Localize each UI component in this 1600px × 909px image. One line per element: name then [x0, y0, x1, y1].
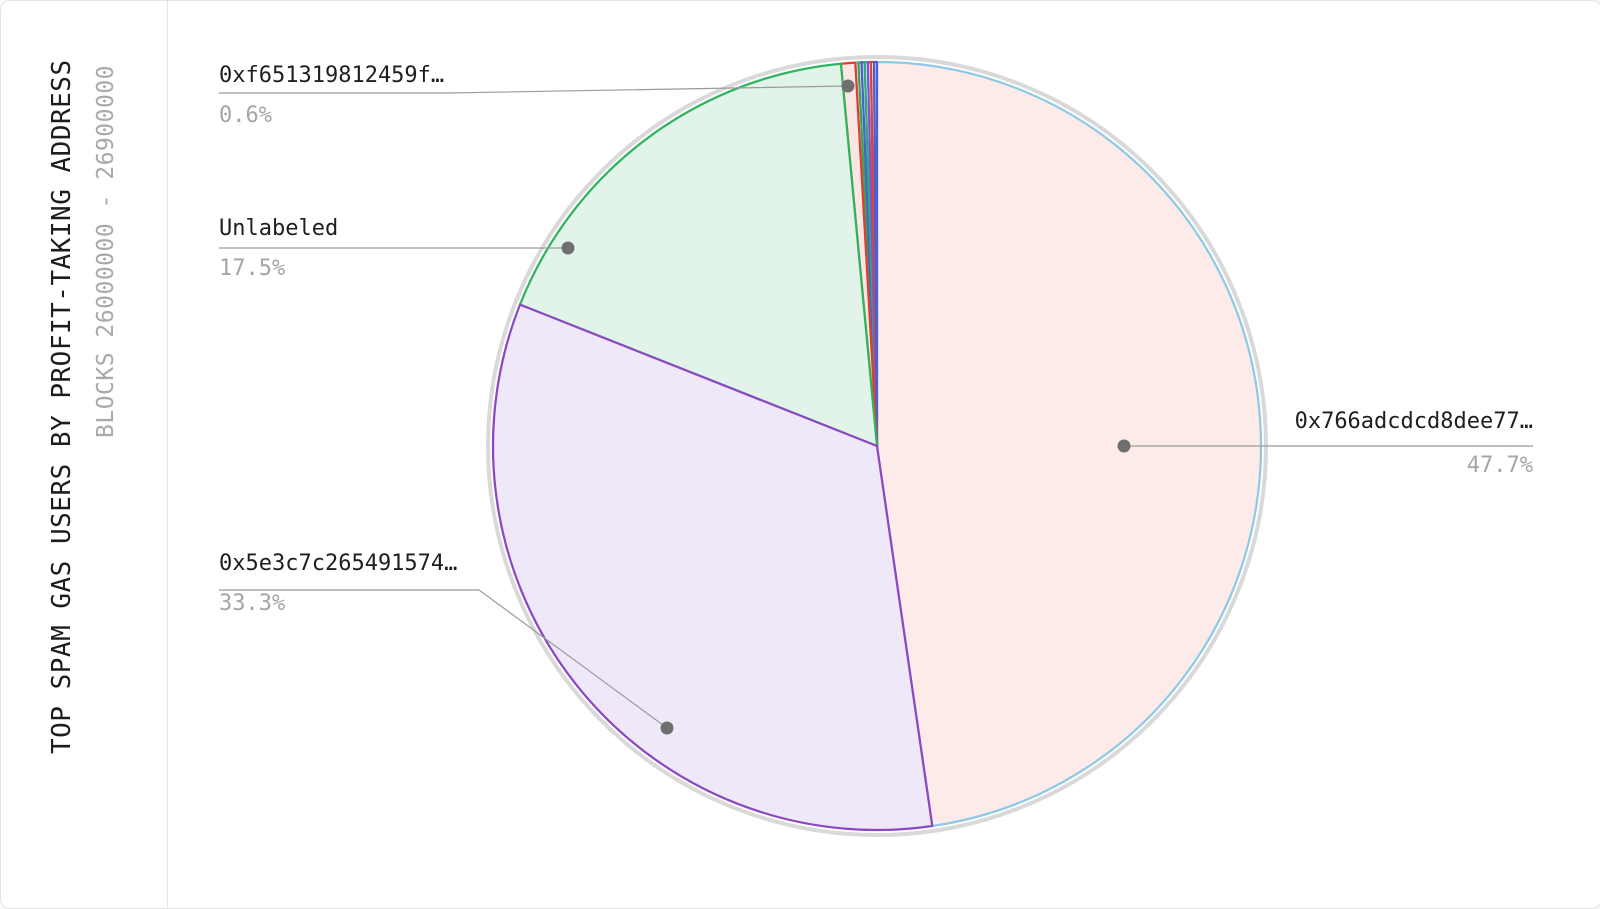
annotation-0xf651319812459f: 0xf651319812459f… 0.6%	[219, 63, 444, 129]
label-dot	[660, 721, 674, 735]
pie-slice-2[interactable]	[518, 62, 879, 448]
annotation-label: 0x5e3c7c265491574…	[219, 551, 458, 576]
annotation-percent: 17.5%	[219, 256, 286, 281]
annotation-label: Unlabeled	[219, 216, 339, 241]
label-dot	[561, 241, 575, 255]
annotation-0x766adcdcd8dee77: 0x766adcdcd8dee77… 47.7%	[1295, 409, 1533, 479]
annotation-0x5e3c7c265491574: 0x5e3c7c265491574… 33.3%	[219, 551, 457, 617]
leader-line	[219, 85, 849, 94]
pie-slice-1[interactable]	[491, 303, 934, 832]
annotation-percent: 33.3%	[219, 591, 286, 616]
leader-line	[219, 589, 668, 729]
annotation-percent: 47.7%	[1466, 453, 1533, 478]
sidebar-divider	[167, 1, 168, 908]
pie-slice-10[interactable]	[872, 60, 879, 448]
pie-slice-0[interactable]	[875, 60, 1263, 828]
annotation-label: 0xf651319812459f…	[219, 63, 445, 88]
label-dot	[1117, 439, 1131, 453]
annotation-percent: 0.6%	[219, 103, 272, 128]
annotation-label: 0x766adcdcd8dee77…	[1294, 409, 1533, 434]
annotation-unlabeled: Unlabeled 17.5%	[219, 216, 338, 282]
label-dot	[841, 79, 855, 93]
